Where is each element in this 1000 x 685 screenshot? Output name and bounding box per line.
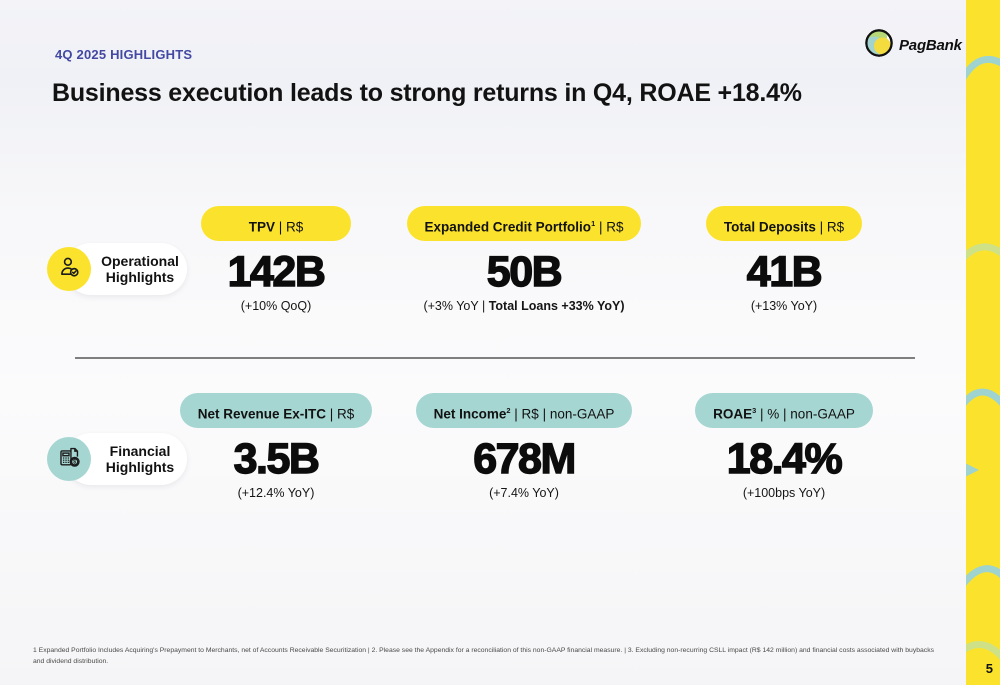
calculator-coin-icon: $ (56, 444, 82, 475)
metric-value: 142B (227, 247, 327, 296)
slide-eyebrow: 4Q 2025 HIGHLIGHTS (55, 47, 193, 62)
metric-subtext: (+100bps YoY) (742, 486, 826, 500)
brand-logo: PagBank (864, 28, 962, 63)
metric-pill: ROAE3 | % | non-GAAP (695, 393, 873, 428)
footnote: 1 Expanded Portfolio Includes Acquiring'… (33, 647, 934, 665)
operational-highlights-row: Operational Highlights TPV | R$ 142B (+1… (0, 206, 966, 326)
metric-net-income: Net Income2 | R$ | non-GAAP 678M (+7.4% … (404, 393, 644, 500)
brand-name: PagBank (899, 37, 962, 54)
pagbank-logo-icon (864, 28, 894, 63)
person-check-icon (56, 254, 82, 285)
metric-net-revenue: Net Revenue Ex-ITC | R$ 3.5B (+12.4% YoY… (156, 393, 396, 500)
metric-tpv: TPV | R$ 142B (+10% QoQ) (156, 206, 396, 313)
metric-pill: Net Income2 | R$ | non-GAAP (415, 393, 633, 428)
metric-subtext: (+13% YoY) (750, 299, 818, 313)
metric-subtext: (+7.4% YoY) (489, 486, 559, 500)
metric-pill: Net Revenue Ex-ITC | R$ (179, 393, 373, 428)
metric-subtext: (+12.4% YoY) (237, 486, 315, 500)
section-divider (75, 357, 915, 359)
metric-value: 41B (746, 247, 823, 296)
metric-total-deposits: Total Deposits | R$ 41B (+13% YoY) (664, 206, 904, 313)
metric-subtext: (+10% QoQ) (240, 299, 312, 313)
financial-highlights-row: $ Financial Highlights Net Revenue Ex-IT… (0, 393, 966, 513)
decorative-side-band: 5 (966, 0, 1000, 685)
metric-pill: Expanded Credit Portfolio1 | R$ (406, 206, 642, 241)
metric-value: 18.4% (726, 434, 843, 483)
operational-highlights-label: Operational Highlights (47, 243, 187, 295)
row-label-text: Financial Highlights (105, 442, 175, 475)
metric-value: 50B (486, 247, 563, 296)
metric-subtext: (+3% YoY | Total Loans +33% YoY) (423, 299, 625, 313)
page-number: 5 (985, 661, 993, 676)
metric-value: 678M (473, 434, 577, 483)
metric-pill: Total Deposits | R$ (705, 206, 863, 241)
svg-text:$: $ (73, 459, 76, 465)
financial-highlights-label: $ Financial Highlights (47, 433, 187, 485)
metric-pill: TPV | R$ (201, 206, 351, 241)
page-title: Business execution leads to strong retur… (52, 79, 802, 107)
side-band-arcs-decoration (966, 55, 1000, 660)
metric-roae: ROAE3 | % | non-GAAP 18.4% (+100bps YoY) (664, 393, 904, 500)
operational-icon-circle (47, 247, 91, 291)
row-label-text: Operational Highlights (101, 252, 179, 285)
metric-value: 3.5B (233, 434, 321, 483)
metric-expanded-credit-portfolio: Expanded Credit Portfolio1 | R$ 50B (+3%… (404, 206, 644, 313)
financial-icon-circle: $ (47, 437, 91, 481)
